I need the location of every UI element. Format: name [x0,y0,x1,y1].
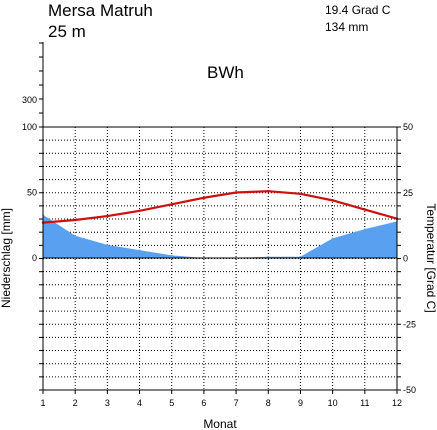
precipitation-point-3 [106,244,109,246]
station-elevation: 25 m [48,22,86,41]
data-marks [41,189,399,259]
x-axis-label: Monat [203,417,237,430]
x-tick-label: 4 [137,398,142,408]
left-tick-label: 100 [22,122,37,132]
x-tick-label: 5 [169,398,174,408]
x-tick-label: 8 [266,398,271,408]
temperature-line [42,190,398,224]
x-tick-label: 6 [201,398,206,408]
y-axis-label-left: Niederschlag [mm] [0,208,13,308]
temperature-point-4 [138,209,141,213]
temperature-point-11 [363,208,367,211]
climate-class: BWh [207,63,244,82]
temperature-point-2 [73,218,77,222]
right-tick-label: 25 [403,188,413,198]
right-tick-label: 50 [403,122,413,132]
x-tick-label: 7 [234,398,239,408]
left-tick-label: 50 [27,188,37,198]
temperature-point-6 [202,196,206,199]
right-tick-label: -50 [403,385,416,395]
grid [43,127,397,390]
x-tick-label: 9 [298,398,303,408]
precipitation-point-4 [138,249,141,251]
precipitation-area [43,214,397,258]
precipitation-point-2 [74,234,76,237]
precipitation-point-5 [170,254,173,257]
right-tick-label: 0 [403,254,408,264]
temperature-point-7 [234,191,238,194]
x-tick-label: 12 [392,398,402,408]
right-tick-label: -25 [403,319,416,329]
x-tick-label: 10 [328,398,338,408]
temperature-point-9 [299,192,302,196]
temperature-point-10 [331,199,334,202]
temperature-point-3 [106,214,109,218]
temperature-point-8 [267,189,270,193]
precipitation-point-10 [331,237,334,240]
precipitation-point-8 [267,255,270,258]
annual-precipitation: 134 mm [325,20,368,34]
temperature-point-5 [170,203,173,206]
precipitation-point-11 [364,228,366,230]
precipitation-point-9 [299,255,302,258]
y-axis-label-right: Temperatur [Grad C] [424,203,437,312]
station-name: Mersa Matruh [48,1,153,20]
x-tick-label: 2 [73,398,78,408]
x-tick-label: 1 [40,398,45,408]
x-tick-label: 11 [360,398,369,408]
left-upper-tick-label: 300 [22,95,37,105]
x-tick-label: 3 [105,398,110,408]
left-tick-label: 0 [32,253,37,263]
annual-temperature: 19.4 Grad C [325,3,391,17]
